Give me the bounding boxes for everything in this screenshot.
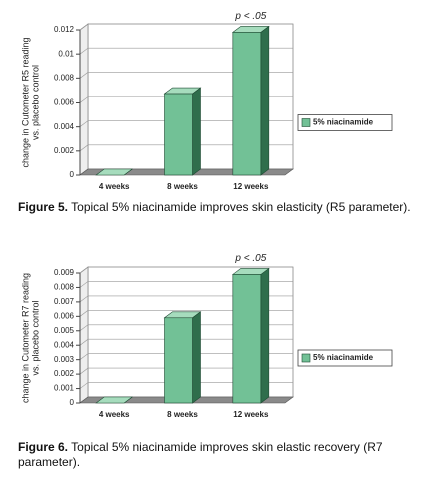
grid-line — [79, 367, 293, 375]
y-tick-label: 0.009 — [54, 268, 75, 277]
x-tick-label: 8 weeks — [167, 182, 198, 191]
caption-text: Topical 5% niacinamide improves skin ela… — [71, 200, 411, 214]
y-axis-label: change in Cutometer R5 reading — [20, 37, 30, 167]
caption-text: Topical 5% niacinamide improves skin ela… — [18, 440, 383, 469]
grid-line — [79, 310, 293, 317]
grid-line — [79, 47, 293, 55]
caption: Figure 6. Topical 5% niacinamide improve… — [18, 440, 418, 470]
bar-side — [192, 311, 201, 404]
caption-label: Figure 5. — [18, 200, 69, 214]
y-tick-label: 0.008 — [54, 283, 75, 292]
y-tick-label: 0 — [70, 398, 75, 407]
grid-line — [79, 338, 293, 346]
grid-line — [79, 144, 293, 152]
grid-line — [79, 382, 293, 389]
x-tick-label: 4 weeks — [99, 410, 130, 419]
legend-swatch — [301, 118, 311, 127]
legend-label: 5% niacinamide — [313, 353, 374, 362]
grid-line — [79, 295, 293, 303]
y-tick-label: 0.008 — [54, 73, 75, 82]
grid-line — [79, 353, 293, 360]
x-tick-label: 12 weeks — [233, 182, 269, 191]
bar — [164, 93, 193, 176]
bar-top — [95, 396, 134, 404]
bar-side — [260, 25, 270, 176]
bar-side — [192, 87, 201, 176]
bar — [232, 274, 262, 404]
legend-box — [297, 114, 393, 131]
y-tick-label: 0.012 — [54, 25, 75, 34]
y-axis-label: vs. placebo control — [30, 65, 40, 140]
side-wall — [79, 266, 89, 404]
y-tick-label: 0.004 — [54, 340, 75, 349]
bar-top — [95, 168, 134, 176]
legend-label: 5% niacinamide — [313, 118, 374, 127]
annotation: p < .05 — [234, 253, 266, 264]
chart: 0 0.002 0.004 0.006 0.008 0.01 0.012 change in … — [20, 11, 393, 191]
y-tick-label: 0.003 — [54, 355, 75, 364]
grid-line — [79, 324, 293, 332]
x-tick-label: 8 weeks — [167, 410, 198, 419]
y-tick-label: 0.006 — [54, 311, 75, 320]
y-tick-label: 0 — [70, 170, 75, 179]
grid-line — [79, 72, 293, 79]
chart: 0 0.001 0.002 0.003 0.004 0.005 0.006 0.007 0.00… — [20, 253, 393, 419]
x-tick-label: 12 weeks — [233, 410, 269, 419]
caption-label: Figure 6. — [18, 440, 69, 454]
legend-box — [297, 349, 393, 367]
legend-swatch — [301, 353, 311, 363]
y-axis-label: vs. placebo control — [30, 300, 40, 375]
x-tick-label: 4 weeks — [99, 182, 130, 191]
bar — [164, 317, 193, 404]
y-tick-label: 0.004 — [54, 122, 75, 131]
grid-line — [79, 23, 293, 31]
y-tick-label: 0.005 — [54, 326, 75, 335]
grid-line — [79, 96, 293, 103]
y-tick-label: 0.007 — [54, 297, 75, 306]
y-tick-label: 0.001 — [54, 384, 75, 393]
y-tick-label: 0.006 — [54, 98, 75, 107]
y-tick-label: 0.01 — [58, 49, 74, 58]
y-tick-label: 0.002 — [54, 369, 75, 378]
y-tick-label: 0.002 — [54, 146, 75, 155]
y-axis-label: change in Cutometer R7 reading — [20, 273, 30, 403]
grid-line — [79, 281, 293, 288]
bar — [232, 32, 262, 176]
grid-line — [79, 120, 293, 127]
annotation: p < .05 — [234, 11, 266, 22]
caption: Figure 5. Topical 5% niacinamide improve… — [18, 200, 418, 215]
grid-line — [79, 266, 293, 274]
bar-side — [260, 267, 270, 404]
